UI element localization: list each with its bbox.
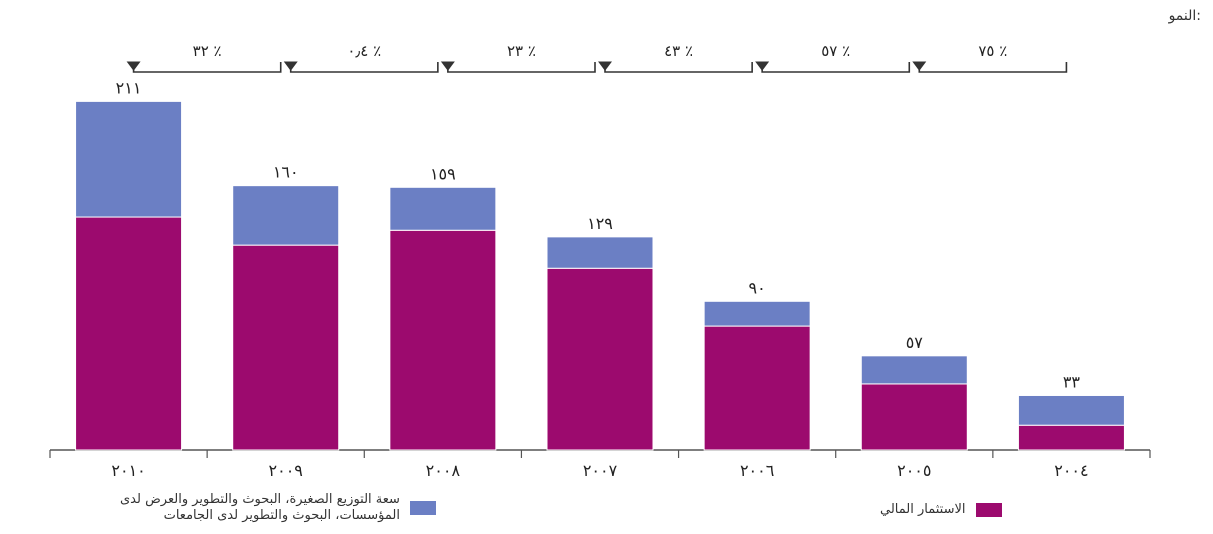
growth-label-value: ٠٫٤ ٪ [347, 42, 381, 60]
legend: الاستثمار المالي سعة التوزيع الصغيرة، ال… [0, 490, 1213, 534]
bar-segment-other-1 [232, 185, 340, 246]
bar-segment-financial-investment-6 [1017, 424, 1125, 451]
legend-label-financial-investment: الاستثمار المالي [880, 502, 966, 517]
growth-arrowhead [912, 61, 927, 71]
growth-bracket [918, 62, 1068, 73]
legend-label-other-line1: سعة التوزيع الصغيرة، البحوث والتطوير وال… [120, 492, 400, 507]
bar-total-label: ٥٧ [906, 333, 924, 352]
growth-label-value: ٥٧ ٪ [821, 42, 850, 60]
bar-total-label: ١٢٩ [587, 214, 613, 233]
bar-segment-other-0 [75, 100, 183, 218]
bar-segment-other-3 [546, 236, 654, 269]
growth-label: النمو: [1168, 8, 1201, 24]
growth-bracket [132, 62, 282, 73]
bar-segment-other-2 [389, 186, 497, 231]
bar-segment-financial-investment-5 [860, 383, 968, 451]
bar-segment-financial-investment-3 [546, 267, 654, 451]
legend-item-financial-investment: الاستثمار المالي [880, 502, 1002, 518]
bar-total-label: ١٦٠ [273, 163, 299, 182]
growth-bracket [289, 62, 439, 73]
x-tick-label: ٢٠٠٧ [583, 461, 618, 480]
bar-segment-financial-investment-0 [75, 216, 183, 451]
growth-arrowhead [598, 61, 612, 71]
x-tick-label: ٢٠٠٦ [740, 461, 774, 480]
x-tick-label: ٢٠٠٥ [897, 461, 931, 480]
x-tick-label: ٢٠٠٩ [269, 461, 303, 480]
x-tick-label: ٢٠٠٤ [1054, 461, 1088, 480]
growth-label-value: ٢٣ ٪ [507, 42, 536, 60]
x-tick-label: ٢٠١٠ [111, 461, 145, 480]
bar-total-label: ٣٣ [1063, 372, 1081, 391]
legend-item-other: سعة التوزيع الصغيرة، البحوث والتطوير وال… [120, 492, 436, 524]
growth-arrowhead [440, 61, 455, 71]
growth-label-value: ٧٥ ٪ [978, 42, 1007, 60]
stacked-bar-chart: ٢١١ ٢٠١٠ ١٦٠ ٢٠٠٩ ١٥٩ ٢٠٠٨ ١٢٩ ٢٠٠٧ ٩٠ ٢٠٠٦ ٥٧ ٢٠٠٥… [49, 42, 1151, 480]
bar-segment-other-5 [860, 355, 968, 385]
growth-label-value: ٣٢ ٪ [193, 42, 222, 60]
growth-label-value: ٤٣ ٪ [664, 42, 693, 60]
bar-segment-other-4 [703, 300, 811, 327]
bar-segment-financial-investment-1 [232, 244, 340, 451]
bar-total-label: ١٥٩ [430, 164, 456, 183]
growth-arrowhead [126, 61, 141, 71]
bar-segment-financial-investment-4 [703, 325, 811, 451]
bar-segment-financial-investment-2 [389, 229, 497, 451]
growth-bracket [761, 62, 911, 73]
growth-arrowhead [283, 61, 298, 71]
bar-segment-other-6 [1017, 394, 1125, 426]
legend-swatch-other [409, 501, 436, 515]
legend-label-other-line2: المؤسسات، البحوث والتطوير لدى الجامعات [163, 508, 400, 523]
growth-arrowhead [755, 61, 770, 71]
x-tick-label: ٢٠٠٨ [426, 461, 461, 480]
growth-bracket [604, 62, 753, 73]
growth-bracket [447, 62, 596, 73]
bar-total-label: ٢١١ [116, 78, 142, 97]
bar-total-label: ٩٠ [749, 278, 766, 297]
legend-swatch-financial-investment [975, 503, 1002, 517]
